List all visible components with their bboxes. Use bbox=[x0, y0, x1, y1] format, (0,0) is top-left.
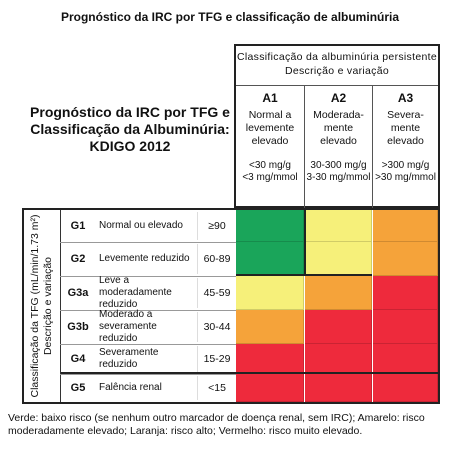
row-divider bbox=[60, 276, 236, 277]
gfr-row-description: Levemente reduzido bbox=[96, 244, 198, 274]
kdigo-label-line: Classificação da Albuminúria: bbox=[30, 121, 230, 137]
risk-cell-g2-a2 bbox=[305, 242, 372, 276]
risk-cell-g3a-a2 bbox=[305, 276, 372, 310]
albuminuria-header-line: Classificação da albuminúria persistente bbox=[237, 51, 437, 63]
gfr-table-frame bbox=[22, 208, 440, 404]
gfr-row-code: G3a bbox=[67, 287, 89, 299]
gfr-row-description: Normal ou elevado bbox=[96, 212, 198, 240]
risk-cell-g1-a3 bbox=[373, 210, 438, 242]
kdigo-label: Prognóstico da IRC por TFG e Classificaç… bbox=[20, 104, 240, 155]
row-divider bbox=[60, 310, 236, 311]
kdigo-label-line: KDIGO 2012 bbox=[89, 138, 171, 154]
column-description: Modera­da- mente elevado bbox=[313, 109, 364, 147]
risk-cell-g5-a3 bbox=[373, 374, 438, 402]
gfr-side-label-text: Classificação da TFG (mL/min/1.73 m²) De… bbox=[29, 214, 54, 398]
gfr-row-range: 15-29 bbox=[203, 353, 231, 365]
risk-cell-g2-a1 bbox=[236, 242, 304, 276]
gfr-side-label: Classificação da TFG (mL/min/1.73 m²) De… bbox=[24, 210, 60, 402]
risk-cell-g3a-a3 bbox=[373, 276, 438, 310]
gfr-row-description: Moderado a severamente reduzido bbox=[96, 309, 198, 344]
column-code: A1 bbox=[262, 91, 278, 105]
row-divider bbox=[60, 344, 236, 345]
gfr-row-code: G5 bbox=[70, 382, 86, 394]
column-range: >300 mg/g >30 mg/mmol bbox=[375, 160, 436, 183]
gfr-row-code: G4 bbox=[70, 353, 86, 365]
risk-cell-g1-a1 bbox=[236, 210, 304, 242]
column-divider bbox=[304, 86, 305, 208]
albuminuria-header-line: Descrição e variação bbox=[284, 65, 390, 77]
column-description: Severa- mente elevado bbox=[387, 109, 424, 147]
column-description: Normal a levemente elevado bbox=[245, 109, 295, 147]
gfr-row-range: ≥90 bbox=[208, 220, 226, 232]
risk-cell-g3b-a2 bbox=[305, 310, 372, 344]
gfr-row-range: <15 bbox=[208, 382, 226, 394]
gfr-row-code: G2 bbox=[70, 253, 86, 265]
page-title: Prognóstico da IRC por TFG e classificaç… bbox=[60, 10, 400, 24]
risk-cell-g2-a3 bbox=[373, 242, 438, 276]
row-divider bbox=[60, 374, 236, 375]
risk-cell-g4-a1 bbox=[236, 344, 304, 374]
gfr-row-description: Falência renal bbox=[96, 376, 198, 400]
column-header-a3: A3 Severa- mente elevado >300 mg/g >30 m… bbox=[373, 86, 438, 208]
gfr-row-description: Leve a moderadamente reduzido bbox=[96, 275, 198, 310]
gfr-row-code: G1 bbox=[70, 220, 86, 232]
column-code: A3 bbox=[397, 91, 414, 105]
albuminuria-header-box bbox=[234, 44, 440, 208]
legend-footer: Verde: baixo risco (se nenhum outro marc… bbox=[8, 412, 425, 437]
side-divider bbox=[60, 210, 61, 402]
kdigo-label-line: Prognóstico da IRC por TFG e bbox=[30, 104, 230, 120]
gfr-row-range: 45-59 bbox=[203, 287, 231, 299]
column-header-a2: A2 Modera­da- mente elevado 30-300 mg/g … bbox=[305, 86, 372, 208]
risk-cell-g1-a2 bbox=[305, 210, 372, 242]
risk-cell-g3b-a1 bbox=[236, 310, 304, 344]
risk-cell-g5-a2 bbox=[305, 374, 372, 402]
risk-cell-g3a-a1 bbox=[236, 276, 304, 310]
risk-cell-g3b-a3 bbox=[373, 310, 438, 344]
gfr-row-code: G3b bbox=[67, 321, 89, 333]
grid-separator bbox=[236, 274, 372, 276]
grid-separator bbox=[304, 210, 306, 276]
albuminuria-header: Classificação da albuminúria persistente… bbox=[236, 46, 438, 86]
gfr-row-range: 30-44 bbox=[203, 321, 231, 333]
risk-cell-g5-a1 bbox=[236, 374, 304, 402]
row-divider bbox=[60, 242, 236, 243]
grid-separator bbox=[60, 372, 440, 374]
column-code: A2 bbox=[330, 91, 347, 105]
column-header-a1: A1 Normal a levemente elevado <30 mg/g <… bbox=[236, 86, 304, 208]
gfr-row-range: 60-89 bbox=[203, 253, 231, 265]
column-divider bbox=[372, 86, 373, 208]
gfr-row-description: Severamente reduzido bbox=[96, 346, 198, 372]
risk-cell-g4-a2 bbox=[305, 344, 372, 374]
column-range: 30-300 mg/g 3-30 mg/mmol bbox=[306, 160, 371, 183]
column-range: <30 mg/g <3 mg/mmol bbox=[242, 160, 298, 183]
